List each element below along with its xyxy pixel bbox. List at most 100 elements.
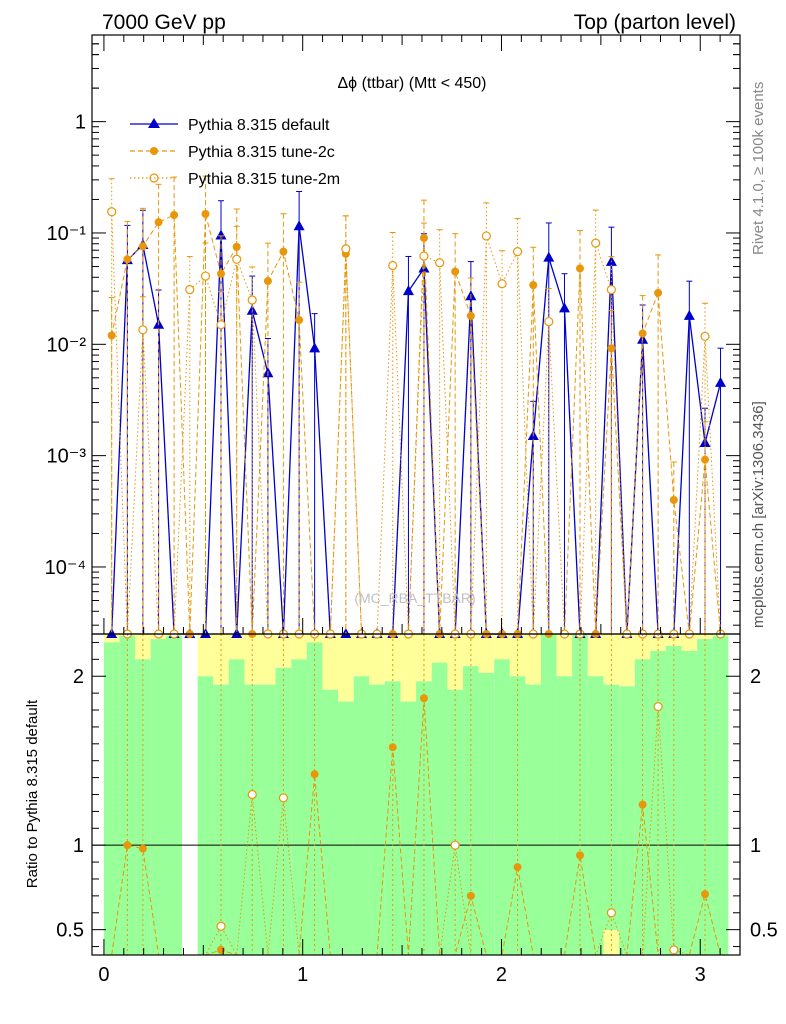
yellow-band-bin <box>197 634 214 677</box>
yellow-band-bin <box>400 634 417 702</box>
yellow-band-bin <box>587 634 604 677</box>
series-default <box>106 191 727 638</box>
data-point <box>293 220 305 231</box>
yellow-band-bin <box>103 634 120 643</box>
legend-entry-tune-2c: Pythia 8.315 tune-2c <box>130 144 335 161</box>
legend-label-default: Pythia 8.315 default <box>188 117 330 134</box>
data-point <box>481 231 491 241</box>
green-band-bin <box>494 659 510 955</box>
data-point <box>107 207 117 217</box>
legend-label-tune-2c: Pythia 8.315 tune-2c <box>188 144 335 161</box>
series-line <box>111 226 722 635</box>
series-tune-2c <box>107 175 725 638</box>
data-point <box>309 342 321 353</box>
data-point <box>185 284 195 295</box>
green-band-bin <box>228 659 245 955</box>
green-band-bin <box>166 635 182 955</box>
data-point <box>201 210 210 219</box>
data-point <box>466 311 475 320</box>
yellow-band-bin <box>650 634 666 651</box>
legend-entry-default: Pythia 8.315 default <box>130 117 330 134</box>
yellow-band-bin <box>384 634 401 682</box>
yellow-band-bin <box>228 634 245 660</box>
green-band-bin <box>478 672 495 955</box>
yellow-band-bottom <box>603 930 620 955</box>
data-point <box>341 244 351 254</box>
green-band-bin <box>556 676 573 955</box>
data-point <box>154 218 163 227</box>
data-point <box>138 242 147 251</box>
data-point <box>575 264 584 273</box>
ratio-point <box>653 702 663 712</box>
header-right: Top (parton level) <box>574 11 736 34</box>
ratio-uncertainty-bands <box>103 634 729 955</box>
legend: Pythia 8.315 default Pythia 8.315 tune-2… <box>130 117 340 188</box>
green-band-bin <box>540 634 557 955</box>
data-point <box>715 376 727 387</box>
green-band-bin <box>697 639 713 955</box>
ratio-y-axis-label: Ratio to Pythia 8.315 default <box>24 699 41 888</box>
green-band-bin <box>681 650 698 955</box>
yellow-band-bin <box>322 634 339 690</box>
data-point <box>512 247 523 257</box>
y-tick-label: 10⁻³ <box>47 446 87 468</box>
yellow-band-bin <box>447 634 464 690</box>
yellow-band-bin <box>697 634 713 640</box>
green-band-bin <box>260 684 276 955</box>
ratio-point <box>419 694 428 703</box>
yellow-band-bin <box>431 634 448 663</box>
green-band-bin <box>150 639 167 955</box>
green-band-bin <box>103 642 120 955</box>
side-label-top: Rivet 4.1.0, ≥ 100k events <box>750 82 767 255</box>
yellow-band-bin <box>337 634 354 702</box>
ratio-point <box>247 789 257 800</box>
green-band-bin <box>337 701 354 955</box>
data-point <box>419 234 428 243</box>
data-point <box>215 229 227 240</box>
ratio-point <box>638 800 647 809</box>
green-band-bin <box>197 676 214 955</box>
data-point <box>138 325 148 335</box>
green-band-bin <box>431 662 448 955</box>
data-point <box>232 254 242 264</box>
legend-label-tune-2m: Pythia 8.315 tune-2m <box>188 171 340 188</box>
ratio-point <box>450 840 460 850</box>
data-point <box>295 316 304 325</box>
y-tick-label: 10⁻⁴ <box>45 557 86 579</box>
ratio-y-tick-label-right: 0.5 <box>750 920 778 942</box>
plot-title: Δϕ (ttbar) (Mtt < 450) <box>337 75 486 92</box>
green-band-bin <box>135 659 151 955</box>
x-tick-label: 1 <box>297 964 308 986</box>
yellow-band-bin <box>634 634 651 660</box>
ratio-y-tick-label: 0.5 <box>56 920 84 942</box>
data-point <box>170 211 179 220</box>
ratio-line <box>111 706 721 957</box>
data-point <box>558 302 570 313</box>
green-band-bin <box>525 684 542 955</box>
y-tick-label: 10⁻¹ <box>47 223 87 245</box>
data-point <box>638 329 647 338</box>
axis-ticks: 10⁻⁴ 10⁻³ 10⁻² 10⁻¹ 1 0.5 0.5 1 1 2 2 0 1 2 3 <box>45 34 778 986</box>
ratio-point <box>388 743 397 752</box>
data-point <box>216 320 226 330</box>
yellow-band-bin <box>353 634 370 677</box>
green-band-bin <box>291 659 307 955</box>
data-point <box>497 279 507 289</box>
data-point <box>435 258 445 268</box>
data-point <box>123 255 132 264</box>
data-point <box>591 238 601 248</box>
ratio-point <box>216 921 226 931</box>
green-band-bin <box>369 684 385 955</box>
data-point <box>388 260 398 271</box>
side-label-bottom: mcplots.cern.ch [arXiv:1306.3436] <box>750 401 767 628</box>
main-plot-area <box>106 175 727 639</box>
green-band-bin <box>306 642 323 955</box>
data-point <box>247 295 257 305</box>
data-point <box>654 288 663 297</box>
data-point <box>529 281 538 290</box>
data-point <box>607 344 616 353</box>
x-tick-label: 0 <box>98 964 109 986</box>
green-band-bin <box>587 676 604 955</box>
data-point <box>419 251 429 261</box>
yellow-band-bin <box>260 634 276 685</box>
